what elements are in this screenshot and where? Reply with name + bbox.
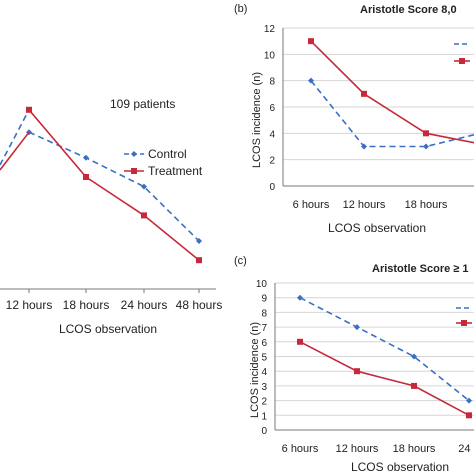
- panel-c-y-axis-title: LCOS incidence (n): [249, 322, 261, 418]
- panel-b-y-tick-label: 0: [269, 182, 275, 193]
- panel-c-y-tick-label: 6: [261, 338, 267, 349]
- panel-c-y-tick-label: 5: [261, 353, 267, 364]
- panel-a-annotation: 109 patients: [110, 97, 175, 111]
- panel-b-y-tick-label: 2: [269, 156, 275, 167]
- panel-b-y-tick-label: 10: [264, 50, 276, 61]
- panel-a-point-treatment: [196, 257, 202, 264]
- legend-control-marker: [131, 151, 137, 157]
- panel-a-series-entry-segment: [0, 109, 30, 166]
- panel-b-y-tick-label: 12: [264, 24, 276, 35]
- panel-c-y-tick-label: 7: [261, 323, 267, 334]
- panel-c-legend-treatment-marker: [461, 320, 467, 326]
- panel-a-point-treatment: [83, 174, 89, 180]
- panel-c-y-tick-label: 9: [261, 294, 267, 305]
- panel-c-x-axis-title: LCOS observation: [351, 460, 449, 474]
- panel-c-y-tick-label: 2: [261, 397, 267, 408]
- panel-c-y-tick-label: 1: [261, 411, 267, 422]
- panel-a-point-control: [196, 238, 202, 244]
- panel-b-x-tick-label: 12 hours: [343, 199, 386, 211]
- panel-a-x-tick-label: 18 hours: [63, 298, 110, 312]
- panel-a-x-tick-label: 48 hours: [176, 298, 223, 312]
- panel-c-point-treatment: [411, 382, 417, 389]
- panel-a-point-control: [83, 154, 89, 161]
- panel-c-point-control: [466, 397, 472, 404]
- panel-c-y-tick-label: 10: [256, 279, 268, 290]
- panel-b-y-tick-label: 4: [269, 129, 275, 140]
- panel-c-series-line-treatment: [299, 341, 470, 417]
- legend-control-label: Control: [148, 147, 187, 161]
- legend-treatment-label: Treatment: [148, 164, 203, 178]
- panel-b-point-treatment: [361, 90, 367, 97]
- panel-a-series-line-control: [28, 131, 200, 242]
- panel-b-point-control: [361, 143, 367, 150]
- panel-c: (c) Aristotle Score ≥ 1 0 1 2 3 4 5 6 7 8 9 10 6 ho…: [234, 255, 474, 474]
- panel-a-series-line-treatment: [28, 109, 200, 261]
- panel-b-legend-treatment-marker: [459, 58, 465, 64]
- panel-b-point-treatment: [308, 38, 314, 45]
- panel-a-legend: Control Treatment: [124, 147, 203, 178]
- panel-c-x-tick-label: 12 hours: [336, 443, 379, 455]
- panel-c-point-control: [354, 324, 360, 331]
- panel-c-point-treatment: [466, 412, 472, 419]
- panel-c-point-treatment: [297, 338, 303, 345]
- panel-b-y-tick-label: 8: [269, 77, 275, 88]
- panel-c-label: (c): [234, 255, 247, 267]
- legend-treatment-marker: [131, 168, 137, 174]
- panel-b-x-axis-title: LCOS observation: [328, 221, 426, 235]
- panel-b-series-line-treatment: [310, 40, 474, 144]
- panel-b-y-axis-title: LCOS incidence (n): [251, 72, 263, 168]
- panel-b-point-control: [423, 143, 429, 150]
- panel-a-x-tick-label: 12 hours: [6, 298, 53, 312]
- panel-c-x-tick-label: 6 hours: [282, 443, 319, 455]
- panel-b-title: Aristotle Score 8,0: [360, 4, 457, 16]
- panel-b-x-tick-label: 6 hours: [293, 199, 330, 211]
- panel-b-x-tick-label: 18 hours: [405, 199, 448, 211]
- panel-a: 109 patients Control Treatment 12 hours 1…: [0, 97, 222, 336]
- panel-c-x-tick-label: 18 hours: [393, 443, 436, 455]
- panel-c-y-tick-label: 0: [261, 426, 267, 437]
- panel-a-point-treatment: [26, 106, 32, 113]
- panel-c-point-control: [297, 294, 303, 301]
- panel-c-point-control: [411, 353, 417, 360]
- panel-b-point-treatment: [423, 130, 429, 137]
- panel-c-y-tick-label: 4: [261, 367, 267, 378]
- panel-c-point-treatment: [354, 368, 360, 375]
- panel-c-y-tick-label: 3: [261, 382, 267, 393]
- panel-a-point-treatment: [141, 212, 147, 219]
- panel-b-series-line-control: [310, 80, 474, 148]
- panel-b-label: (b): [234, 3, 247, 15]
- panel-b-y-tick-label: 6: [269, 103, 275, 114]
- panel-a-point-control: [141, 183, 147, 190]
- panel-a-series-entry-segment: [0, 131, 30, 171]
- panel-b: (b) Aristotle Score 8,0 0 2 4 6 8 10 12 6 hours…: [234, 3, 474, 235]
- panel-a-x-axis-title: LCOS observation: [59, 322, 157, 336]
- panel-a-x-tick-label: 24 hours: [121, 298, 168, 312]
- panel-c-title: Aristotle Score ≥ 1: [372, 263, 469, 275]
- panel-c-series-line-control: [299, 296, 470, 402]
- panel-c-y-tick-label: 8: [261, 308, 267, 319]
- panel-c-x-tick-label: 24 h: [458, 443, 474, 455]
- panel-b-point-control: [308, 77, 314, 84]
